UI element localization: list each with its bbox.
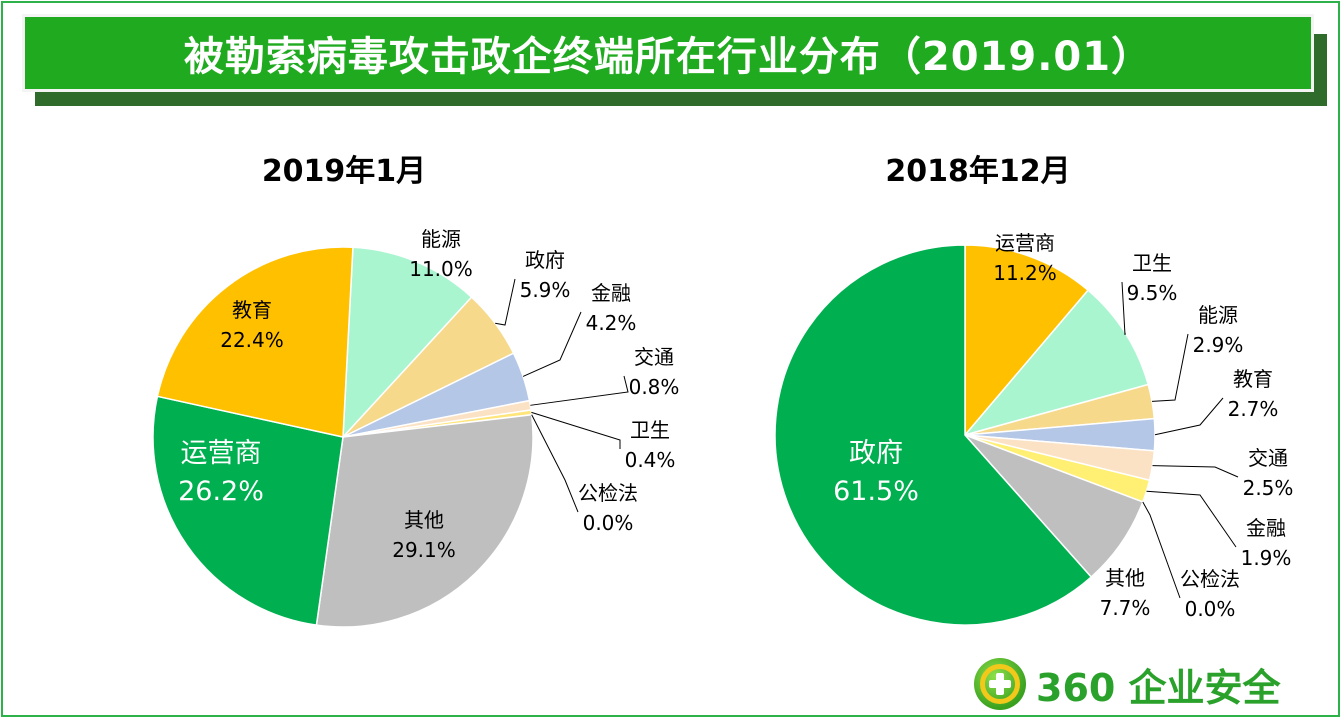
pie-slice	[315, 413, 534, 628]
pie-slice	[156, 246, 354, 438]
slice-name-label: 金融	[591, 281, 631, 305]
pie-slice	[152, 395, 344, 626]
leader-line	[1121, 281, 1126, 336]
leader-line	[1154, 397, 1224, 436]
slice-value-label: 0.4%	[625, 448, 676, 472]
leader-line	[522, 311, 582, 377]
slice-value-label: 11.2%	[993, 261, 1057, 285]
slice-name-label: 教育	[232, 298, 272, 322]
slice-value-label: 26.2%	[178, 476, 264, 507]
leader-line	[531, 411, 621, 449]
pie-chart-jan-2019: 能源 11.0% 政府 5.9% 金融 4.2% 交通 0.8% 卫生 0.4% 公检法 0.0% 其他…	[152, 227, 680, 628]
slice-name-label: 能源	[1198, 303, 1238, 327]
pie-slice	[774, 244, 1093, 626]
slice-value-label: 2.9%	[1193, 333, 1244, 357]
slice-value-label: 0.8%	[629, 375, 680, 399]
leader-line	[530, 375, 629, 406]
slice-value-label: 0.0%	[583, 511, 634, 535]
slice-name-label: 运营商	[995, 231, 1055, 255]
slice-value-label: 0.0%	[1185, 597, 1236, 621]
slice-value-label: 11.0%	[409, 257, 473, 281]
pie-chart-dec-2018: 运营商 11.2% 卫生 9.5% 能源 2.9% 教育 2.7% 交通 2.5% 金融 1.9%公检…	[774, 231, 1294, 626]
banner-title: 被勒索病毒攻击政企终端所在行业分布（2019.01）	[183, 34, 1153, 80]
slice-value-label: 2.7%	[1228, 397, 1279, 421]
slice-name-label: 公检法	[1180, 567, 1240, 591]
slice-name-label: 公检法	[578, 481, 638, 505]
360-plus-logo-icon	[974, 658, 1026, 710]
slice-name-label: 交通	[1248, 446, 1288, 470]
pie-slice	[964, 434, 1144, 579]
title-banner: 被勒索病毒攻击政企终端所在行业分布（2019.01）	[22, 14, 1314, 92]
leader-line	[531, 414, 579, 513]
slice-name-label: 卫生	[630, 418, 670, 442]
left-chart-title: 2019年1月	[261, 154, 427, 189]
slice-value-label: 4.2%	[586, 311, 637, 335]
slice-name-label: 政府	[849, 438, 903, 469]
slice-name-label: 能源	[421, 227, 461, 251]
pie-slice	[342, 246, 473, 440]
pie-slice	[964, 244, 1090, 438]
slice-name-label: 教育	[1233, 367, 1273, 391]
logo-text: 360 企业安全	[1036, 665, 1281, 710]
leader-line	[1151, 333, 1189, 402]
slice-value-label: 5.9%	[520, 278, 571, 302]
slice-value-label: 7.7%	[1100, 596, 1151, 620]
right-chart-title: 2018年12月	[885, 154, 1071, 189]
slice-name-label: 金融	[1246, 516, 1286, 540]
slice-value-label: 1.9%	[1241, 546, 1292, 570]
company-logo: 360 企业安全	[974, 656, 1314, 712]
slice-value-label: 29.1%	[392, 538, 456, 562]
slice-name-label: 其他	[404, 508, 444, 532]
leader-line	[1152, 465, 1239, 478]
leader-line	[1146, 490, 1237, 548]
slice-name-label: 交通	[634, 345, 674, 369]
slice-value-label: 9.5%	[1127, 281, 1178, 305]
slice-name-label: 政府	[525, 248, 565, 272]
slice-name-label: 卫生	[1132, 251, 1172, 275]
leader-line	[495, 278, 516, 326]
slice-name-label: 运营商	[181, 438, 262, 469]
slice-name-label: 其他	[1105, 566, 1145, 590]
slice-value-label: 22.4%	[220, 328, 284, 352]
leader-line	[1142, 501, 1181, 599]
slice-value-label: 2.5%	[1243, 476, 1294, 500]
slice-value-label: 61.5%	[833, 476, 919, 507]
